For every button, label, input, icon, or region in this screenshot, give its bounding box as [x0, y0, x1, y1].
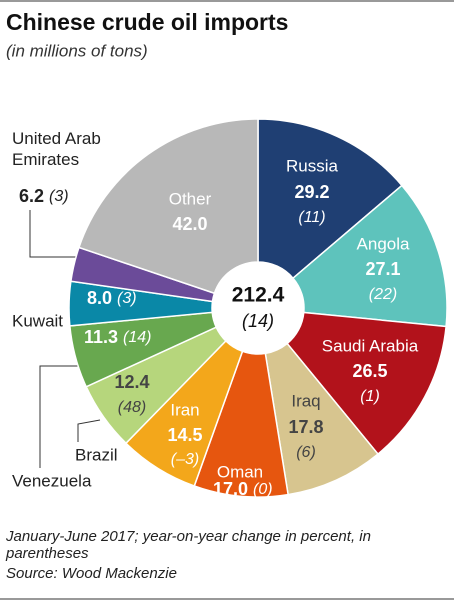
change-label: (3): [117, 290, 137, 307]
total-label: 212.4: [232, 284, 285, 307]
category-label: Iran: [170, 400, 199, 419]
center-hole: [212, 262, 304, 354]
value-label: 14.5: [167, 425, 202, 445]
value-label: 27.1: [365, 259, 400, 279]
leader-line: [29, 210, 76, 258]
category-label: Venezuela: [12, 471, 92, 490]
value-label: 17.0: [213, 479, 248, 499]
value-label: 6.2: [19, 186, 44, 206]
value-label: 8.0: [87, 288, 112, 308]
category-label: Other: [169, 189, 212, 208]
value-label: 42.0: [172, 214, 207, 234]
category-label: United Arab Emirates: [12, 129, 101, 169]
category-label: Oman: [217, 462, 263, 481]
total-change-label: (14): [242, 311, 274, 331]
category-label: Russia: [286, 156, 339, 175]
leader-line: [77, 419, 101, 442]
value-label: 17.8: [288, 417, 323, 437]
change-label: (22): [369, 286, 397, 303]
category-label: Saudi Arabia: [322, 336, 419, 355]
change-label: (11): [298, 209, 325, 226]
change-label: (–3): [171, 451, 199, 468]
value-label: 12.4: [114, 372, 149, 392]
change-label: (3): [49, 188, 69, 205]
value-label: 26.5: [352, 361, 387, 381]
change-label: (6): [296, 444, 316, 461]
source: Source: Wood Mackenzie: [6, 565, 177, 582]
change-label: (0): [253, 481, 273, 498]
category-label: Iraq: [291, 391, 320, 410]
chart-title: Chinese crude oil imports: [6, 9, 288, 35]
value-label: 11.3: [84, 327, 118, 347]
category-label: Brazil: [75, 445, 118, 464]
change-label: (14): [123, 329, 151, 346]
change-label: (1): [360, 388, 380, 405]
change-label: (48): [118, 399, 146, 416]
category-label: Angola: [357, 234, 410, 253]
leader-line: [39, 365, 80, 468]
category-label: Kuwait: [12, 311, 63, 330]
chart-subtitle: (in millions of tons): [6, 41, 148, 60]
value-label: 29.2: [294, 182, 329, 202]
note: January-June 2017; year-on-year change i…: [6, 528, 371, 562]
